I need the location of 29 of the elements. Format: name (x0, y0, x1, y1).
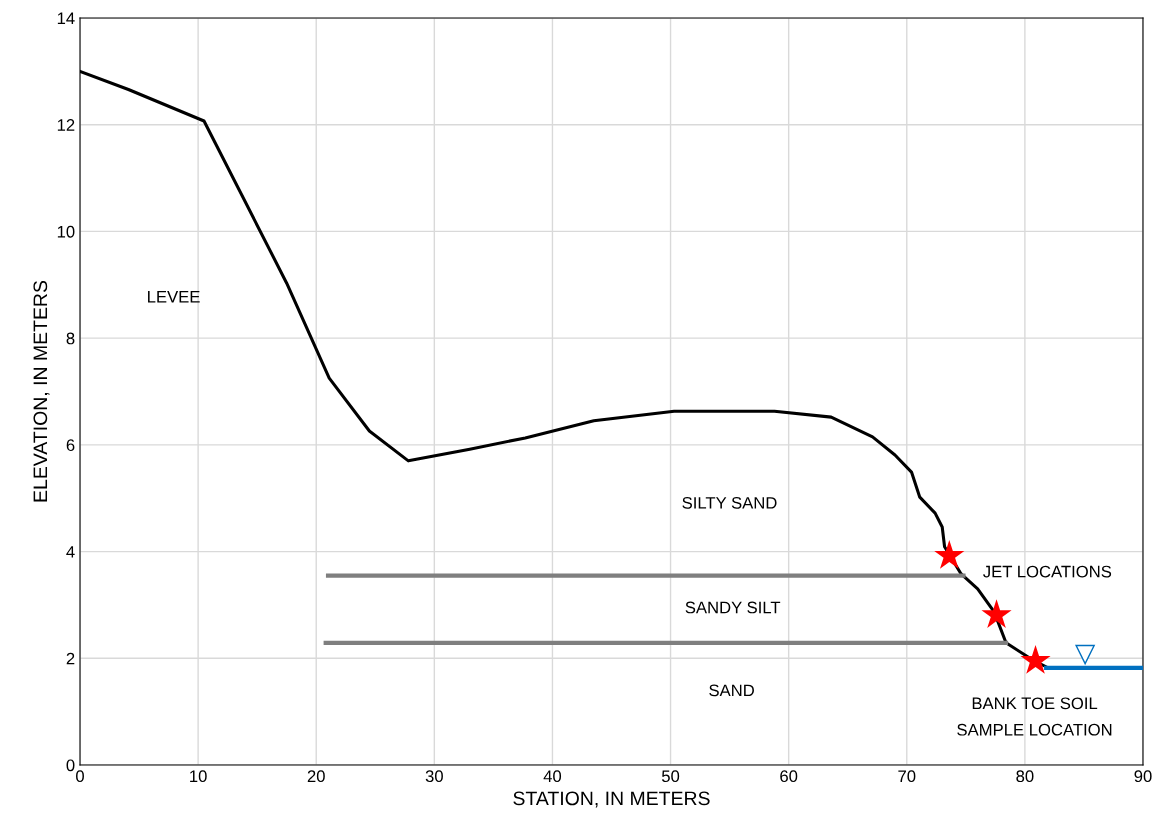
y-axis-title: ELEVATION, IN METERS (33, 280, 50, 502)
annotation: BANK TOE SOIL SAMPLE LOCATION (957, 697, 1112, 736)
x-tick-label: 80 (1016, 770, 1034, 783)
x-tick-label: 70 (898, 770, 916, 783)
x-tick-label: 50 (661, 770, 680, 783)
annotation: JET LOCATIONS (983, 565, 1112, 578)
x-tick-label: 30 (425, 770, 443, 783)
x-tick-label: 40 (543, 770, 562, 783)
annotation: SANDY SILT (685, 601, 781, 614)
y-tick-label: 4 (66, 546, 75, 558)
annotation: SAND (709, 684, 754, 697)
y-tick-label: 0 (66, 759, 75, 772)
annotation: LEVEE (148, 290, 200, 303)
x-tick-label: 0 (76, 770, 84, 783)
point (981, 599, 1012, 628)
y-tick-label: 2 (66, 652, 75, 665)
point (1020, 645, 1051, 674)
y-tick-label: 10 (57, 225, 75, 238)
x-axis-title: STATION, IN METERS (513, 791, 710, 808)
x-tick-label: 60 (780, 770, 798, 783)
x-tick-label: 90 (1134, 770, 1152, 783)
x-tick-label: 20 (307, 770, 325, 783)
y-tick-label: 12 (57, 119, 75, 131)
annotation: SILTY SAND (682, 496, 777, 509)
y-tick-label: 8 (66, 332, 75, 345)
x-tick-label: 10 (190, 770, 207, 783)
y-tick-label: 6 (66, 439, 75, 452)
point (934, 540, 965, 569)
y-tick-label: 14 (57, 12, 75, 25)
